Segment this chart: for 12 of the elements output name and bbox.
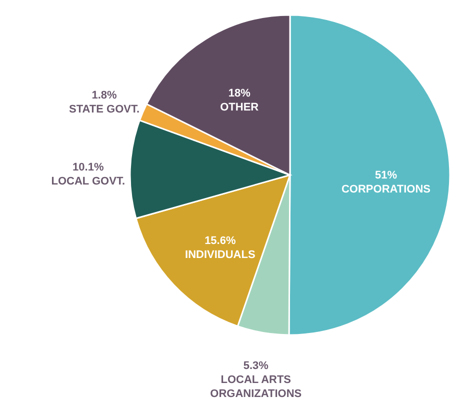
data-label: 15.6%: [204, 234, 236, 247]
data-label: 10.1%: [72, 162, 104, 174]
slice-label: CORPORATIONS: [341, 183, 431, 196]
slice-label: OTHER: [220, 101, 259, 114]
data-label: 5.3%: [243, 360, 269, 372]
slice-label: LOCAL GOVT.: [51, 176, 126, 188]
slice-label: STATE GOVT.: [69, 104, 140, 116]
data-label: 51%: [374, 169, 398, 182]
data-label: 18%: [228, 87, 251, 100]
data-label: 1.8%: [92, 90, 118, 102]
slice-label: INDIVIDUALS: [185, 248, 256, 261]
slice-label: LOCAL ARTS ORGANIZATIONS: [210, 374, 302, 400]
